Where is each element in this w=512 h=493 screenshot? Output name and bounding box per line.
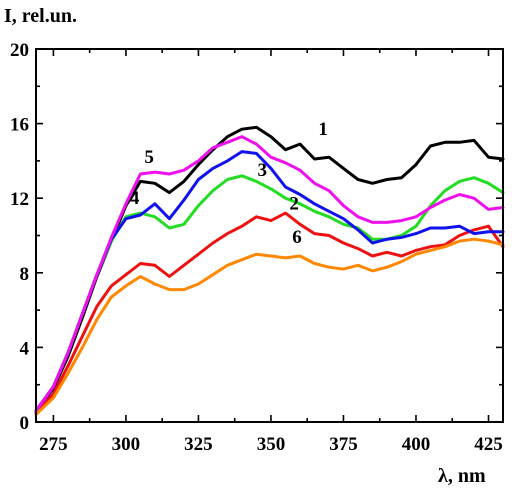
- y-tick-label: 8: [20, 264, 30, 285]
- curve-label-6: 6: [292, 227, 302, 248]
- x-tick-label: 325: [184, 434, 213, 455]
- y-tick-label: 12: [10, 189, 29, 210]
- x-tick-label: 400: [402, 434, 431, 455]
- series-line-1: [34, 125, 505, 413]
- series-line-4: [34, 150, 505, 413]
- y-tick-label: 0: [20, 413, 30, 434]
- x-tick-label: 275: [39, 434, 68, 455]
- series-line-2: [34, 211, 505, 415]
- y-axis-title: I, rel.un.: [4, 5, 77, 27]
- series-layer: [34, 125, 505, 416]
- curve-label-5: 5: [144, 147, 154, 168]
- y-tick-label: 4: [20, 338, 30, 359]
- y-tick-label: 16: [10, 115, 29, 136]
- plot-frame: [35, 48, 504, 423]
- x-tick-label: 300: [112, 434, 141, 455]
- series-line-6: [34, 237, 505, 416]
- x-axis-title: λ, nm: [438, 465, 486, 487]
- x-tick-label: 425: [474, 434, 503, 455]
- x-tick-label: 350: [257, 434, 286, 455]
- curve-label-1: 1: [318, 119, 328, 140]
- y-tick-label: 20: [10, 40, 29, 61]
- x-tick-label: 375: [329, 434, 358, 455]
- labels-layer: 1 2 3 45 6: [130, 119, 328, 248]
- curve-label-4: 4: [130, 188, 140, 209]
- curve-label-2: 2: [289, 193, 299, 214]
- curve-label-3: 3: [257, 160, 267, 181]
- series-line-5: [34, 135, 505, 413]
